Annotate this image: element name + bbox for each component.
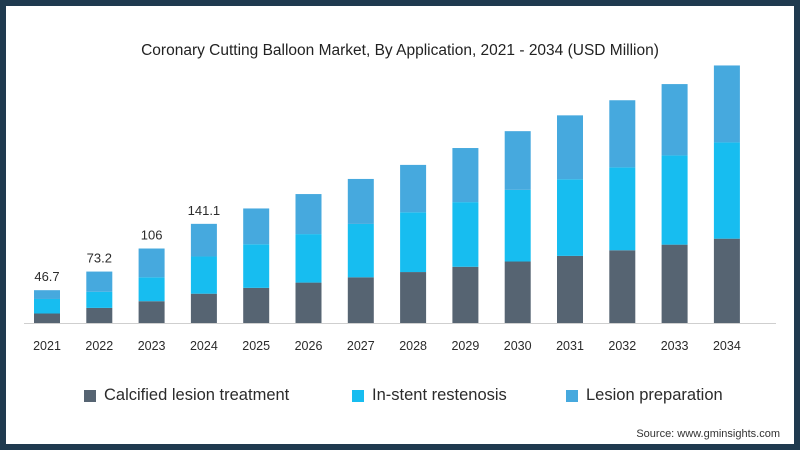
bar-in-stent-segment-2029: [452, 202, 479, 267]
bar-calcified-segment-2025: [243, 287, 270, 323]
chart-frame: Coronary Cutting Balloon Market, By Appl…: [6, 6, 794, 444]
legend-swatch-in-stent: [352, 389, 364, 402]
bar-lesion-prep-segment-2031: [557, 115, 583, 180]
legend-item-calcified: Calcified lesion treatment: [84, 386, 289, 405]
x-tick-label-2021: 2021: [33, 339, 61, 353]
bar-lesion-prep-segment-2025: [243, 208, 270, 245]
bar-lesion-prep-segment-2028: [400, 164, 427, 213]
legend-item-in-stent: In-stent restenosis: [352, 386, 507, 405]
x-tick-label-2030: 2030: [504, 339, 532, 353]
bar-in-stent-segment-2028: [400, 212, 427, 273]
bar-calcified-segment-2023: [138, 301, 165, 323]
bar-in-stent-segment-2027: [347, 223, 374, 278]
bar-lesion-prep-segment-2023: [138, 248, 165, 278]
bar-calcified-segment-2024: [190, 293, 217, 323]
data-label-2023: 106: [141, 228, 163, 243]
bar-in-stent-segment-2022: [86, 291, 113, 308]
bar-in-stent-segment-2030: [504, 189, 531, 262]
legend-label-calcified: Calcified lesion treatment: [104, 386, 290, 404]
bar-calcified-segment-2022: [86, 307, 113, 323]
bar-lesion-prep-segment-2026: [295, 194, 322, 235]
legend-swatch-calcified: [84, 389, 96, 402]
x-tick-label-2028: 2028: [399, 339, 427, 353]
bar-calcified-segment-2029: [452, 266, 479, 323]
bar-lesion-prep-segment-2022: [86, 271, 113, 292]
x-tick-label-2032: 2032: [608, 339, 636, 353]
legend-item-lesion-prep: Lesion preparation: [566, 386, 723, 405]
bar-lesion-prep-segment-2034: [713, 65, 740, 143]
x-tick-label-2026: 2026: [295, 339, 323, 353]
bar-lesion-prep-segment-2032: [609, 100, 636, 168]
bar-in-stent-segment-2021: [34, 298, 60, 314]
x-tick-label-2033: 2033: [661, 339, 689, 353]
bar-in-stent-segment-2034: [713, 142, 740, 239]
bar-calcified-segment-2030: [504, 261, 531, 323]
x-tick-label-2031: 2031: [556, 339, 584, 353]
legend-swatch-lesion-prep: [566, 389, 578, 402]
data-label-2021: 46.7: [34, 269, 59, 284]
x-tick-label-2034: 2034: [713, 339, 741, 353]
bar-chart: 2021 46.7 2022 73.2 2023 106 2024 141.1 2025 2026…: [24, 65, 776, 353]
bar-in-stent-segment-2032: [609, 167, 636, 251]
bar-calcified-segment-2028: [400, 272, 427, 323]
bar-calcified-segment-2032: [609, 250, 636, 323]
data-label-2022: 73.2: [87, 251, 112, 266]
bar-calcified-segment-2027: [347, 277, 374, 323]
bar-in-stent-segment-2024: [190, 256, 217, 294]
bar-lesion-prep-segment-2030: [504, 131, 531, 190]
bar-calcified-segment-2034: [713, 238, 740, 323]
bar-in-stent-segment-2033: [661, 155, 688, 245]
bar-in-stent-segment-2025: [243, 244, 270, 288]
bar-calcified-segment-2031: [557, 255, 583, 323]
chart-title: Coronary Cutting Balloon Market, By Appl…: [141, 42, 659, 59]
bar-lesion-prep-segment-2033: [661, 84, 688, 156]
legend-label-lesion-prep: Lesion preparation: [586, 386, 723, 404]
bar-lesion-prep-segment-2024: [190, 223, 217, 257]
x-tick-label-2027: 2027: [347, 339, 375, 353]
legend-label-in-stent: In-stent restenosis: [372, 386, 507, 404]
bar-in-stent-segment-2031: [557, 179, 583, 256]
source-note: Source: www.gminsights.com: [636, 428, 780, 440]
bar-lesion-prep-segment-2021: [34, 290, 60, 299]
x-tick-label-2024: 2024: [190, 339, 218, 353]
x-tick-label-2029: 2029: [451, 339, 479, 353]
x-tick-label-2025: 2025: [242, 339, 270, 353]
data-label-2024: 141.1: [188, 203, 221, 218]
bar-in-stent-segment-2023: [138, 277, 165, 302]
bar-lesion-prep-segment-2029: [452, 148, 479, 203]
x-tick-label-2022: 2022: [85, 339, 113, 353]
bar-in-stent-segment-2026: [295, 234, 322, 283]
bar-calcified-segment-2033: [661, 244, 688, 323]
legend: Calcified lesion treatment In-stent rest…: [6, 386, 794, 408]
bar-lesion-prep-segment-2027: [347, 178, 374, 224]
bar-calcified-segment-2026: [295, 282, 322, 323]
bar-calcified-segment-2021: [34, 313, 60, 323]
x-tick-label-2023: 2023: [138, 339, 166, 353]
